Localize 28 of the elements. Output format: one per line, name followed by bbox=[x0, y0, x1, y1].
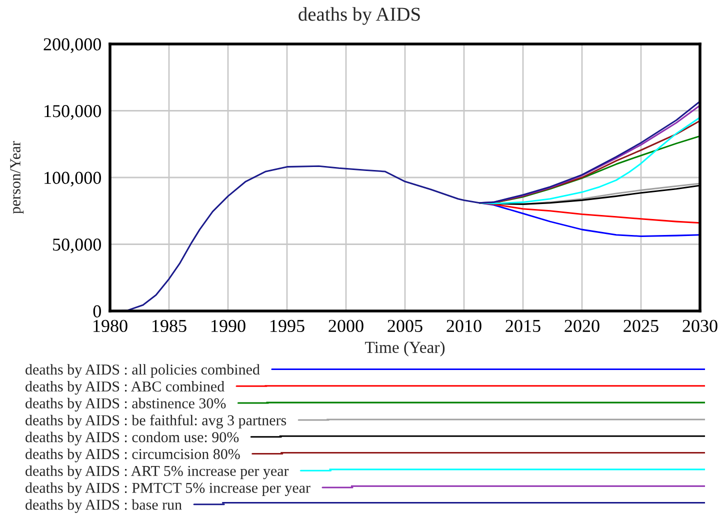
legend-label: deaths by AIDS : condom use: 90% bbox=[26, 432, 239, 446]
x-tick-label: 2010 bbox=[446, 320, 482, 332]
x-axis-title: Time (Year) bbox=[365, 341, 445, 356]
x-tick-label: 2025 bbox=[624, 320, 658, 332]
legend-label: deaths by AIDS : ABC combined bbox=[26, 380, 224, 395]
y-tick-label: 50,000 bbox=[53, 238, 101, 254]
legend-label: deaths by AIDS : PMTCT 5% increase per year bbox=[26, 482, 310, 496]
chart-title: deaths by AIDS bbox=[298, 7, 420, 25]
legend-label: deaths by AIDS : ART 5% increase per year bbox=[26, 465, 289, 480]
legend-label: deaths by AIDS : abstinence 30% bbox=[26, 398, 226, 412]
y-tick-label: 150,000 bbox=[44, 105, 101, 120]
y-tick-label: 0 bbox=[93, 305, 101, 318]
x-tick-label: 2005 bbox=[388, 320, 422, 332]
x-tick-label: 2015 bbox=[506, 320, 540, 332]
x-tick-label: 1985 bbox=[152, 320, 186, 332]
legend-label: deaths by AIDS : base run bbox=[26, 499, 182, 513]
y-axis-title: person/Year bbox=[10, 141, 24, 214]
x-tick-label: 2030 bbox=[682, 320, 718, 332]
y-tick-label: 100,000 bbox=[44, 172, 101, 187]
y-tick-label: 200,000 bbox=[44, 38, 101, 54]
x-tick-label: 1995 bbox=[270, 320, 304, 332]
x-tick-label: 1980 bbox=[94, 320, 128, 332]
x-tick-label: 2020 bbox=[564, 320, 600, 332]
x-tick-label: 2000 bbox=[328, 320, 364, 332]
legend-label: deaths by AIDS : all policies combined bbox=[26, 364, 260, 378]
legend-label: deaths by AIDS : be faithful: avg 3 partners bbox=[26, 414, 286, 428]
x-tick-label: 1990 bbox=[212, 320, 246, 332]
legend-label: deaths by AIDS : circumcision 80% bbox=[26, 448, 240, 462]
